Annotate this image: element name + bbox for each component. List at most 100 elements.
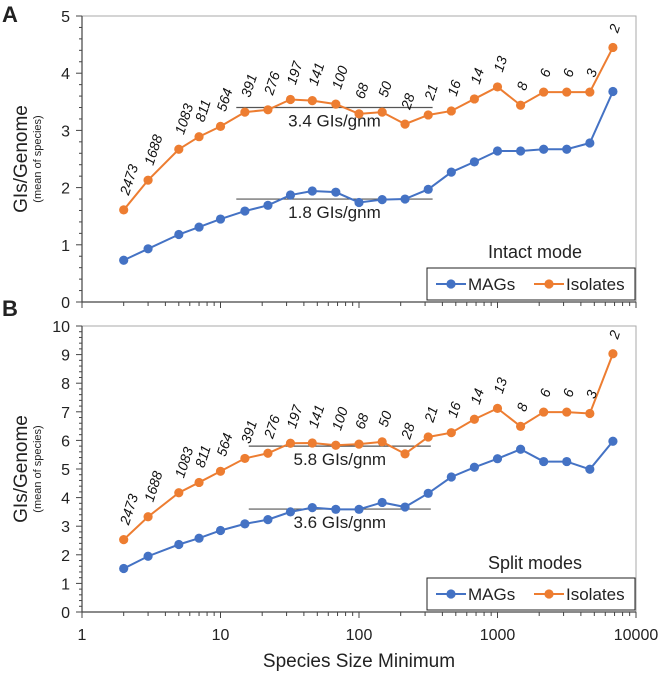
data-point-mags	[377, 497, 387, 508]
data-point-mags	[263, 200, 273, 210]
y-tick-label: 2	[61, 181, 70, 198]
y-axis-title: GIs/Genome	[11, 415, 32, 523]
y-axis-subtitle: (mean of species)	[32, 115, 44, 202]
data-point-isolates	[119, 205, 129, 215]
reference-line-label: 1.8 GIs/gnm	[288, 203, 381, 222]
point-count-label: 391	[238, 418, 260, 445]
data-point-mags	[469, 462, 479, 472]
data-point-isolates	[331, 99, 341, 109]
data-point-mags	[240, 519, 250, 529]
data-point-mags	[585, 138, 595, 148]
y-tick-label: 5	[61, 9, 70, 26]
point-count-label: 8	[513, 401, 531, 414]
legend-swatch-marker	[544, 279, 554, 289]
data-point-mags	[331, 187, 341, 197]
data-point-mags	[585, 464, 595, 474]
point-count-label: 6	[536, 66, 554, 79]
data-point-isolates	[285, 94, 296, 105]
data-point-isolates	[240, 453, 250, 464]
data-point-isolates	[423, 432, 433, 442]
point-count-label: 197	[283, 402, 306, 430]
series-line-isolates	[123, 353, 614, 541]
data-point-isolates	[174, 144, 184, 154]
data-point-mags	[377, 195, 387, 205]
point-count-label: 391	[238, 72, 260, 99]
data-point-isolates	[143, 175, 153, 185]
point-count-label: 564	[213, 86, 236, 113]
panel-letter: A	[2, 2, 18, 27]
data-point-mags	[446, 167, 456, 177]
legend: MAGs Isolates	[426, 267, 636, 301]
y-tick-label: 1	[61, 238, 70, 255]
data-point-mags	[515, 444, 526, 454]
data-point-mags	[562, 456, 572, 467]
legend: MAGs Isolates	[426, 577, 636, 611]
x-tick-label: 1000	[480, 627, 516, 644]
point-count-label: 2	[605, 328, 623, 342]
data-point-isolates	[354, 439, 364, 449]
data-point-mags	[539, 144, 549, 154]
panel-a: A 0 1 2 3 4 5 GIs/Genome (mean of species) 3.4 GI…	[2, 2, 637, 312]
point-count-label: 6	[559, 386, 577, 399]
data-point-mags	[400, 194, 410, 204]
data-point-isolates	[143, 512, 153, 522]
point-count-label: 68	[352, 81, 372, 101]
y-tick-label: 3	[61, 123, 70, 140]
y-tick-label: 0	[61, 605, 70, 622]
point-count-label: 197	[283, 58, 306, 86]
legend-swatch-marker	[446, 589, 456, 599]
point-count-label: 100	[328, 64, 351, 91]
point-count-label: 16	[444, 400, 464, 420]
data-point-isolates	[585, 408, 595, 419]
data-point-mags	[469, 157, 479, 167]
y-tick-label: 10	[52, 319, 70, 336]
point-count-label: 16	[444, 78, 464, 98]
data-point-isolates	[119, 535, 129, 545]
point-count-label: 2473	[116, 492, 141, 528]
point-count-label: 276	[260, 69, 283, 97]
data-point-isolates	[331, 440, 341, 450]
data-point-mags	[215, 525, 226, 536]
data-point-mags	[608, 86, 618, 97]
series-line-mags	[123, 440, 614, 570]
data-point-mags	[539, 456, 549, 467]
data-point-mags	[119, 563, 129, 574]
data-point-isolates	[194, 132, 204, 142]
data-point-isolates	[492, 82, 503, 92]
point-count-label: 21	[421, 82, 441, 103]
data-point-isolates	[446, 428, 456, 438]
point-count-label: 13	[490, 54, 510, 74]
data-point-isolates	[174, 488, 184, 498]
mode-label: Intact mode	[488, 242, 582, 262]
data-point-mags	[515, 146, 526, 156]
data-point-mags	[174, 229, 184, 240]
point-count-label: 50	[375, 409, 395, 429]
data-point-mags	[354, 197, 364, 208]
y-tick-label: 1	[61, 576, 70, 593]
data-point-isolates	[585, 87, 595, 97]
series-line-mags	[123, 91, 614, 262]
point-count-label: 6	[536, 386, 554, 399]
data-point-mags	[215, 214, 226, 224]
data-point-isolates	[215, 466, 226, 476]
point-count-label: 811	[192, 97, 214, 123]
data-point-isolates	[307, 96, 317, 106]
data-point-isolates	[400, 449, 410, 459]
y-tick-label: 8	[61, 376, 70, 393]
data-point-isolates	[608, 42, 618, 53]
y-tick-label: 0	[61, 295, 70, 312]
point-count-label: 28	[397, 421, 417, 442]
point-count-label: 276	[260, 413, 283, 441]
data-point-isolates	[215, 121, 226, 131]
data-point-mags	[331, 504, 341, 514]
data-point-mags	[285, 190, 296, 200]
y-tick-label: 3	[61, 519, 70, 536]
data-point-isolates	[539, 407, 549, 417]
point-count-label: 3	[582, 66, 600, 79]
data-point-isolates	[608, 349, 618, 359]
point-count-label: 14	[467, 66, 487, 86]
y-axis-title: GIs/Genome	[11, 105, 32, 213]
data-point-isolates	[400, 119, 410, 129]
data-point-isolates	[240, 107, 250, 117]
